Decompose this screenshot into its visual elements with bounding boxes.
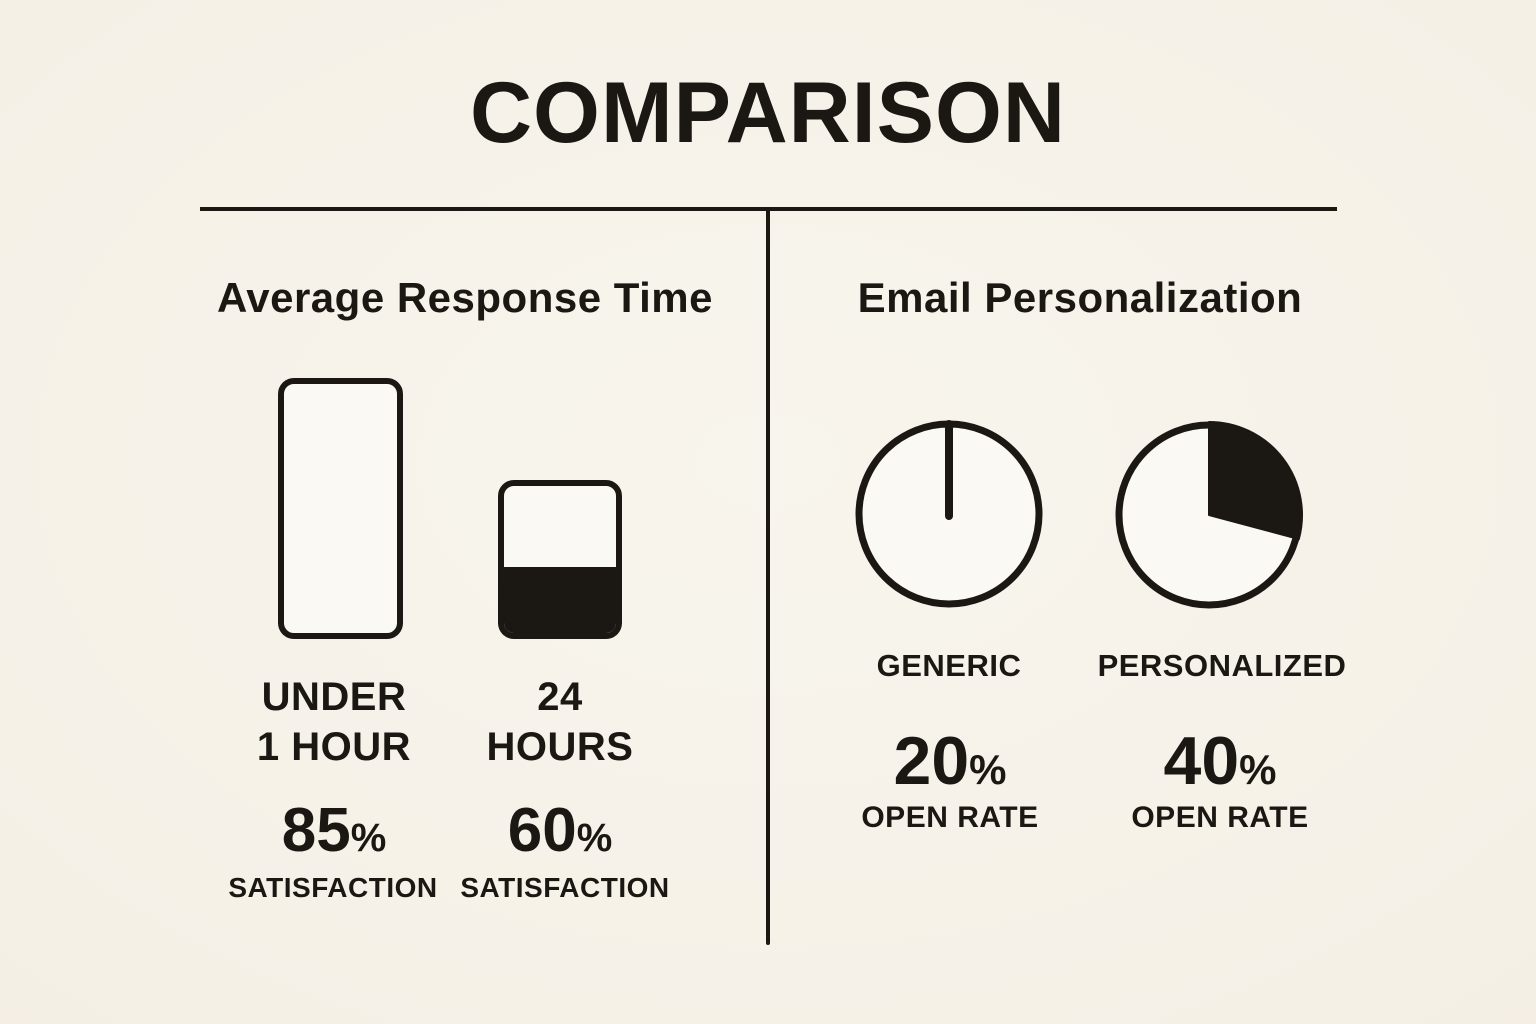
satisfaction-value-24-hours: 60% <box>460 795 660 866</box>
satisfaction-caption-right: SATISFACTION <box>460 872 670 903</box>
bar-label-line2: 1 HOUR <box>256 725 412 769</box>
pie-label-personalized: PERSONALIZED <box>1097 648 1347 683</box>
percent-sign: % <box>969 746 1007 793</box>
bar-label-line1: UNDER <box>261 675 407 719</box>
percent-sign: % <box>576 816 613 860</box>
clock-chart-generic-icon <box>855 420 1043 608</box>
satisfaction-caption-left: SATISFACTION <box>228 872 438 903</box>
bar-label-line2: HOURS <box>486 725 634 769</box>
pie-wedge <box>1208 421 1303 541</box>
satisfaction-value-under-1-hour: 85% <box>234 795 434 866</box>
open-rate-value-generic: 20% <box>850 722 1050 800</box>
vertical-divider <box>766 207 770 945</box>
value-number: 40 <box>1163 723 1240 799</box>
page-title: COMPARISON <box>469 65 1067 161</box>
bar-24-hours <box>498 480 622 639</box>
clock-chart-personalized-icon <box>1115 421 1303 609</box>
pie-personalized <box>1107 413 1311 617</box>
right-panel-header: Email Personalization <box>857 274 1303 321</box>
pie-label-generic: GENERIC <box>876 648 1022 683</box>
value-number: 60 <box>507 796 577 865</box>
percent-sign: % <box>1239 746 1277 793</box>
bar-label-line1: 24 <box>537 675 583 719</box>
open-rate-caption-generic: OPEN RATE <box>861 801 1039 834</box>
bar-under-1-hour <box>278 378 403 639</box>
bar-label-24-hours: 24 HOURS <box>460 672 660 772</box>
open-rate-value-personalized: 40% <box>1110 722 1330 800</box>
pie-generic <box>847 412 1051 616</box>
bar-24-hours-fill <box>504 566 616 633</box>
percent-sign: % <box>350 816 387 860</box>
bar-label-under-1-hour: UNDER 1 HOUR <box>234 672 434 772</box>
value-number: 85 <box>281 796 351 865</box>
open-rate-caption-personalized: OPEN RATE <box>1131 801 1309 834</box>
left-panel-header: Average Response Time <box>216 274 714 321</box>
value-number: 20 <box>893 723 970 799</box>
